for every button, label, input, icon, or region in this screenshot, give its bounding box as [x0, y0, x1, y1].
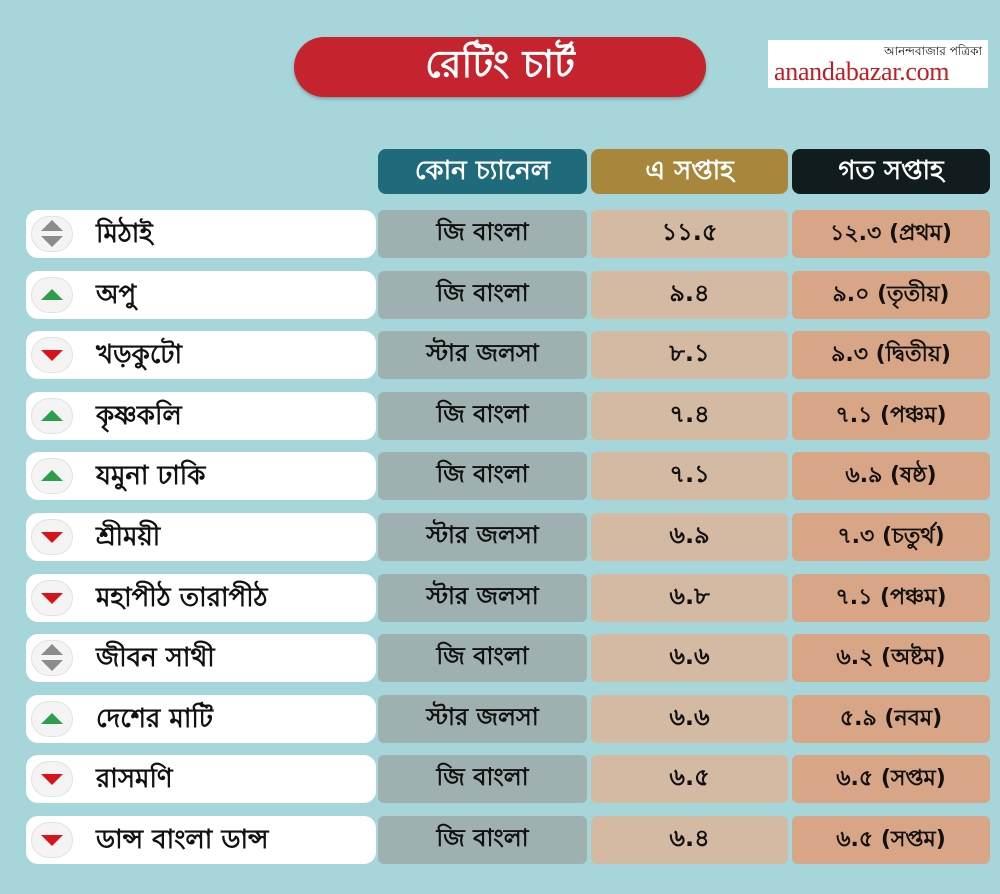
- last-week-rating-cell: ৫.৯ (নবম): [792, 695, 990, 743]
- trend-up-icon: [31, 398, 73, 434]
- this-week-rating-cell: ৬.৬: [591, 695, 788, 743]
- show-name: খড়কুটো: [96, 340, 182, 370]
- table-row: অপু জি বাংলা ৯.৪ ৯.০ (তৃতীয়): [0, 271, 1000, 319]
- channel-cell: স্টার জলসা: [378, 513, 587, 561]
- last-week-rating-cell: ৭.১ (পঞ্চম): [792, 392, 990, 440]
- last-week-rating-cell: ৭.৩ (চতুর্থ): [792, 513, 990, 561]
- last-week-rating-cell: ৯.৩ (দ্বিতীয়): [792, 331, 990, 379]
- arrow-up-icon: [41, 713, 63, 724]
- channel-cell: স্টার জলসা: [378, 695, 587, 743]
- last-week-rating-cell: ৭.১ (পঞ্চম): [792, 574, 990, 622]
- last-week-rating-cell: ৬.৫ (সপ্তম): [792, 755, 990, 803]
- arrow-up-icon: [41, 470, 63, 481]
- this-week-rating-cell: ৬.৮: [591, 574, 788, 622]
- last-week-rating-cell: ৯.০ (তৃতীয়): [792, 271, 990, 319]
- trend-up-icon: [31, 277, 73, 313]
- show-name-cell: [26, 392, 376, 440]
- logo-bengali-text: আনন্দবাজার পত্রিকা: [884, 44, 982, 58]
- show-name-cell: [26, 816, 376, 864]
- last-week-rating-cell: ৬.২ (অষ্টম): [792, 634, 990, 682]
- arrow-down-icon: [41, 236, 63, 247]
- trend-down-icon: [31, 822, 73, 858]
- arrow-up-icon: [41, 644, 63, 655]
- channel-cell: জি বাংলা: [378, 271, 587, 319]
- this-week-rating-cell: ৭.১: [591, 452, 788, 500]
- table-row: খড়কুটো স্টার জলসা ৮.১ ৯.৩ (দ্বিতীয়): [0, 331, 1000, 379]
- channel-cell: জি বাংলা: [378, 634, 587, 682]
- channel-cell: জি বাংলা: [378, 816, 587, 864]
- show-name: জীবন সাথী: [96, 643, 215, 673]
- column-header-channel: কোন চ্যানেল: [378, 149, 587, 194]
- trend-same-icon: [31, 216, 73, 252]
- arrow-down-icon: [41, 774, 63, 785]
- channel-cell: স্টার জলসা: [378, 574, 587, 622]
- show-name: রাসমণি: [96, 764, 173, 794]
- arrow-down-icon: [41, 532, 63, 543]
- arrow-up-icon: [41, 410, 63, 421]
- show-name-cell: [26, 574, 376, 622]
- show-name: কৃষ্ণকলি: [96, 401, 182, 431]
- arrow-down-icon: [41, 350, 63, 361]
- table-row: মহাপীঠ তারাপীঠ স্টার জলসা ৬.৮ ৭.১ (পঞ্চম): [0, 574, 1000, 622]
- table-row: যমুনা ঢাকি জি বাংলা ৭.১ ৬.৯ (ষষ্ঠ): [0, 452, 1000, 500]
- trend-down-icon: [31, 580, 73, 616]
- show-name-cell: [26, 634, 376, 682]
- show-name-cell: [26, 513, 376, 561]
- column-header-last-week: গত সপ্তাহ: [792, 149, 990, 194]
- chart-title: রেটিং চার্ট: [294, 37, 706, 97]
- show-name-cell: [26, 452, 376, 500]
- this-week-rating-cell: ৬.৬: [591, 634, 788, 682]
- channel-cell: জি বাংলা: [378, 755, 587, 803]
- channel-cell: জি বাংলা: [378, 210, 587, 258]
- last-week-rating-cell: ৬.৫ (সপ্তম): [792, 816, 990, 864]
- table-row: দেশের মাটি স্টার জলসা ৬.৬ ৫.৯ (নবম): [0, 695, 1000, 743]
- last-week-rating-cell: ৬.৯ (ষষ্ঠ): [792, 452, 990, 500]
- arrow-down-icon: [41, 593, 63, 604]
- this-week-rating-cell: ৬.৪: [591, 816, 788, 864]
- show-name: শ্রীময়ী: [96, 522, 161, 552]
- show-name: মহাপীঠ তারাপীঠ: [96, 583, 268, 613]
- arrow-down-icon: [41, 660, 63, 671]
- show-name-cell: [26, 210, 376, 258]
- logo-wordmark: anandabazar.com: [774, 57, 950, 86]
- column-header-this-week: এ সপ্তাহ: [591, 149, 788, 194]
- this-week-rating-cell: ৬.৯: [591, 513, 788, 561]
- table-row: কৃষ্ণকলি জি বাংলা ৭.৪ ৭.১ (পঞ্চম): [0, 392, 1000, 440]
- table-row: শ্রীময়ী স্টার জলসা ৬.৯ ৭.৩ (চতুর্থ): [0, 513, 1000, 561]
- show-name-cell: [26, 695, 376, 743]
- this-week-rating-cell: ১১.৫: [591, 210, 788, 258]
- arrow-up-icon: [41, 220, 63, 231]
- trend-up-icon: [31, 701, 73, 737]
- arrow-down-icon: [41, 835, 63, 846]
- table-row: জীবন সাথী জি বাংলা ৬.৬ ৬.২ (অষ্টম): [0, 634, 1000, 682]
- table-row: মিঠাই জি বাংলা ১১.৫ ১২.৩ (প্রথম): [0, 210, 1000, 258]
- channel-cell: জি বাংলা: [378, 452, 587, 500]
- show-name: দেশের মাটি: [96, 704, 213, 734]
- show-name: মিঠাই: [96, 219, 153, 249]
- trend-down-icon: [31, 519, 73, 555]
- this-week-rating-cell: ৯.৪: [591, 271, 788, 319]
- show-name: যমুনা ঢাকি: [96, 461, 206, 491]
- this-week-rating-cell: ৮.১: [591, 331, 788, 379]
- trend-same-icon: [31, 640, 73, 676]
- trend-down-icon: [31, 761, 73, 797]
- this-week-rating-cell: ৬.৫: [591, 755, 788, 803]
- this-week-rating-cell: ৭.৪: [591, 392, 788, 440]
- table-row: ডান্স বাংলা ডান্স জি বাংলা ৬.৪ ৬.৫ (সপ্তম): [0, 816, 1000, 864]
- publisher-logo[interactable]: আনন্দবাজার পত্রিকা anandabazar.com: [768, 40, 988, 88]
- show-name: অপু: [96, 280, 137, 310]
- trend-up-icon: [31, 458, 73, 494]
- arrow-up-icon: [41, 289, 63, 300]
- show-name: ডান্স বাংলা ডান্স: [96, 825, 269, 855]
- trend-down-icon: [31, 337, 73, 373]
- show-name-cell: [26, 331, 376, 379]
- table-row: রাসমণি জি বাংলা ৬.৫ ৬.৫ (সপ্তম): [0, 755, 1000, 803]
- channel-cell: জি বাংলা: [378, 392, 587, 440]
- last-week-rating-cell: ১২.৩ (প্রথম): [792, 210, 990, 258]
- show-name-cell: [26, 755, 376, 803]
- channel-cell: স্টার জলসা: [378, 331, 587, 379]
- show-name-cell: [26, 271, 376, 319]
